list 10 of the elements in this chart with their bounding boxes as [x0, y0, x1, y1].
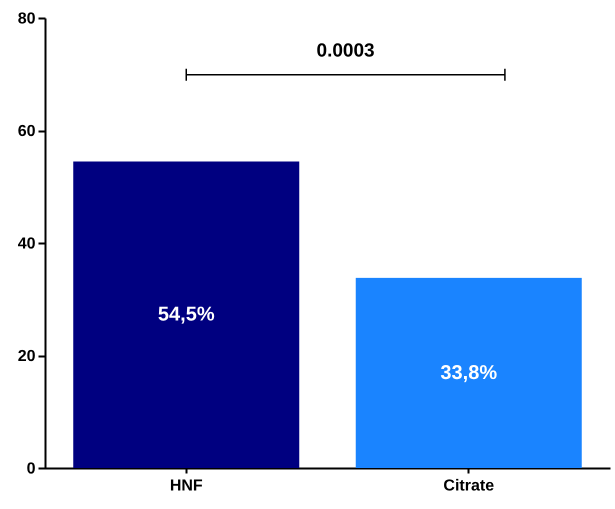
annotation: 0.0003 — [316, 40, 375, 62]
y-tick-label: 40 — [18, 236, 36, 252]
x-tick-label: Citrate — [443, 478, 494, 494]
data-label: 33,8% — [440, 362, 498, 384]
x-tick-label: HNF — [170, 478, 203, 494]
y-tick-label: 0 — [26, 460, 36, 478]
y-tick-label: 80 — [18, 10, 36, 28]
y-tick-label: 60 — [18, 123, 36, 140]
y-tick-label: 20 — [18, 348, 36, 365]
data-label: 54,5% — [158, 304, 215, 326]
